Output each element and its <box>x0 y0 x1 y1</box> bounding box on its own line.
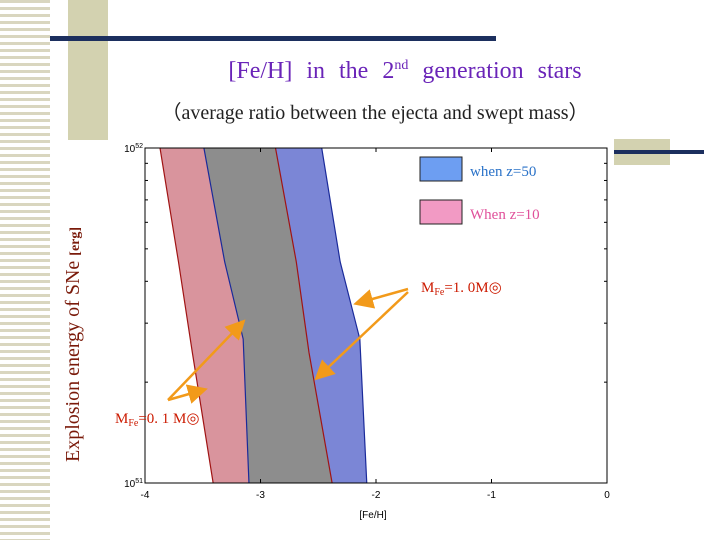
decorative-stripes <box>0 0 50 540</box>
arrow-2 <box>314 291 409 381</box>
x-axis-label: [Fe/H] <box>359 510 386 521</box>
title-main: [Fe/H] in the 2 <box>228 58 395 84</box>
x-tick-label: -3 <box>256 490 265 501</box>
series-edge-2 <box>203 147 250 484</box>
annotation-label-2: MFe=0. 1 M◎ <box>115 411 199 429</box>
y-tick-label: 1052 <box>124 143 143 155</box>
legend-label-1: when z=50 <box>470 164 536 180</box>
series-edge-1 <box>159 147 214 484</box>
x-tick-label: -1 <box>487 490 496 501</box>
arrow-3 <box>167 319 246 401</box>
series-edge-3 <box>274 147 333 484</box>
arrow-1 <box>353 287 409 309</box>
x-tick-label: -2 <box>372 490 381 501</box>
legend-label-2: When z=10 <box>470 207 540 223</box>
title-rest: generation stars <box>408 58 582 84</box>
decorative-top-bar <box>50 36 496 41</box>
title-sup: nd <box>394 58 409 73</box>
y-tick-label: 1051 <box>124 478 143 490</box>
decorative-olive-block <box>68 0 108 140</box>
slide-subtitle: （average ratio between the ejecta and sw… <box>161 102 589 124</box>
decorative-right-bar <box>614 150 704 154</box>
band-overlap <box>203 148 333 483</box>
annotation-label-1: MFe=1. 0M◎ <box>421 280 502 298</box>
slide-title: [Fe/H] in the 2nd generation stars <box>120 58 690 85</box>
x-tick-label: 0 <box>604 490 610 501</box>
band-z50-right <box>275 148 367 483</box>
band-z10-left <box>160 148 249 483</box>
series-edge-4 <box>321 147 368 484</box>
arrow-4 <box>167 384 208 404</box>
legend-swatch-2 <box>419 199 463 225</box>
x-tick-label: -4 <box>141 490 150 501</box>
legend-swatch-1 <box>419 156 463 182</box>
